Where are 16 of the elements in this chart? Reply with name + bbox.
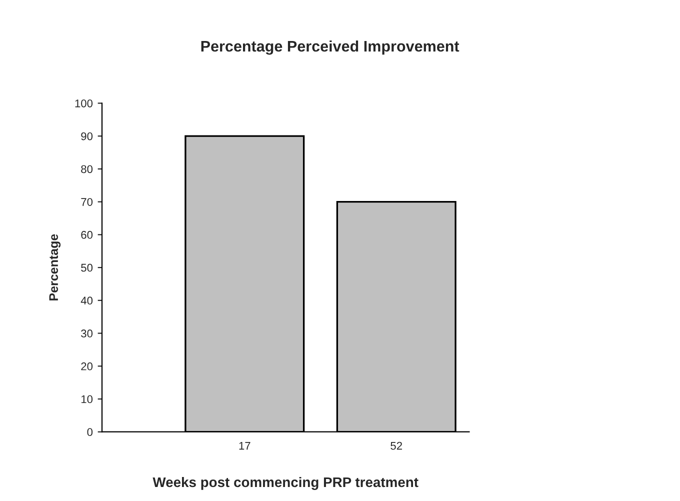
y-tick-label: 10 xyxy=(81,395,93,404)
chart-title: Percentage Perceived Improvement xyxy=(201,40,460,55)
y-axis-title: Percentage xyxy=(49,234,61,300)
y-tick-label: 80 xyxy=(81,165,93,174)
y-tick-label: 0 xyxy=(87,428,93,436)
y-tick-label: 50 xyxy=(81,264,93,272)
y-tick-label: 100 xyxy=(75,99,93,108)
y-tick-label: 90 xyxy=(81,132,93,140)
y-tick-label: 30 xyxy=(81,330,93,338)
y-tick-label: 70 xyxy=(81,198,93,206)
x-tick-label: 52 xyxy=(390,442,402,450)
y-tick-label: 60 xyxy=(81,230,93,239)
x-axis-title: Weeks post commencing PRP treatment xyxy=(152,476,418,490)
y-tick-label: 20 xyxy=(81,362,93,370)
x-tick-label: 17 xyxy=(239,442,250,450)
y-tick-label: 40 xyxy=(80,296,93,305)
